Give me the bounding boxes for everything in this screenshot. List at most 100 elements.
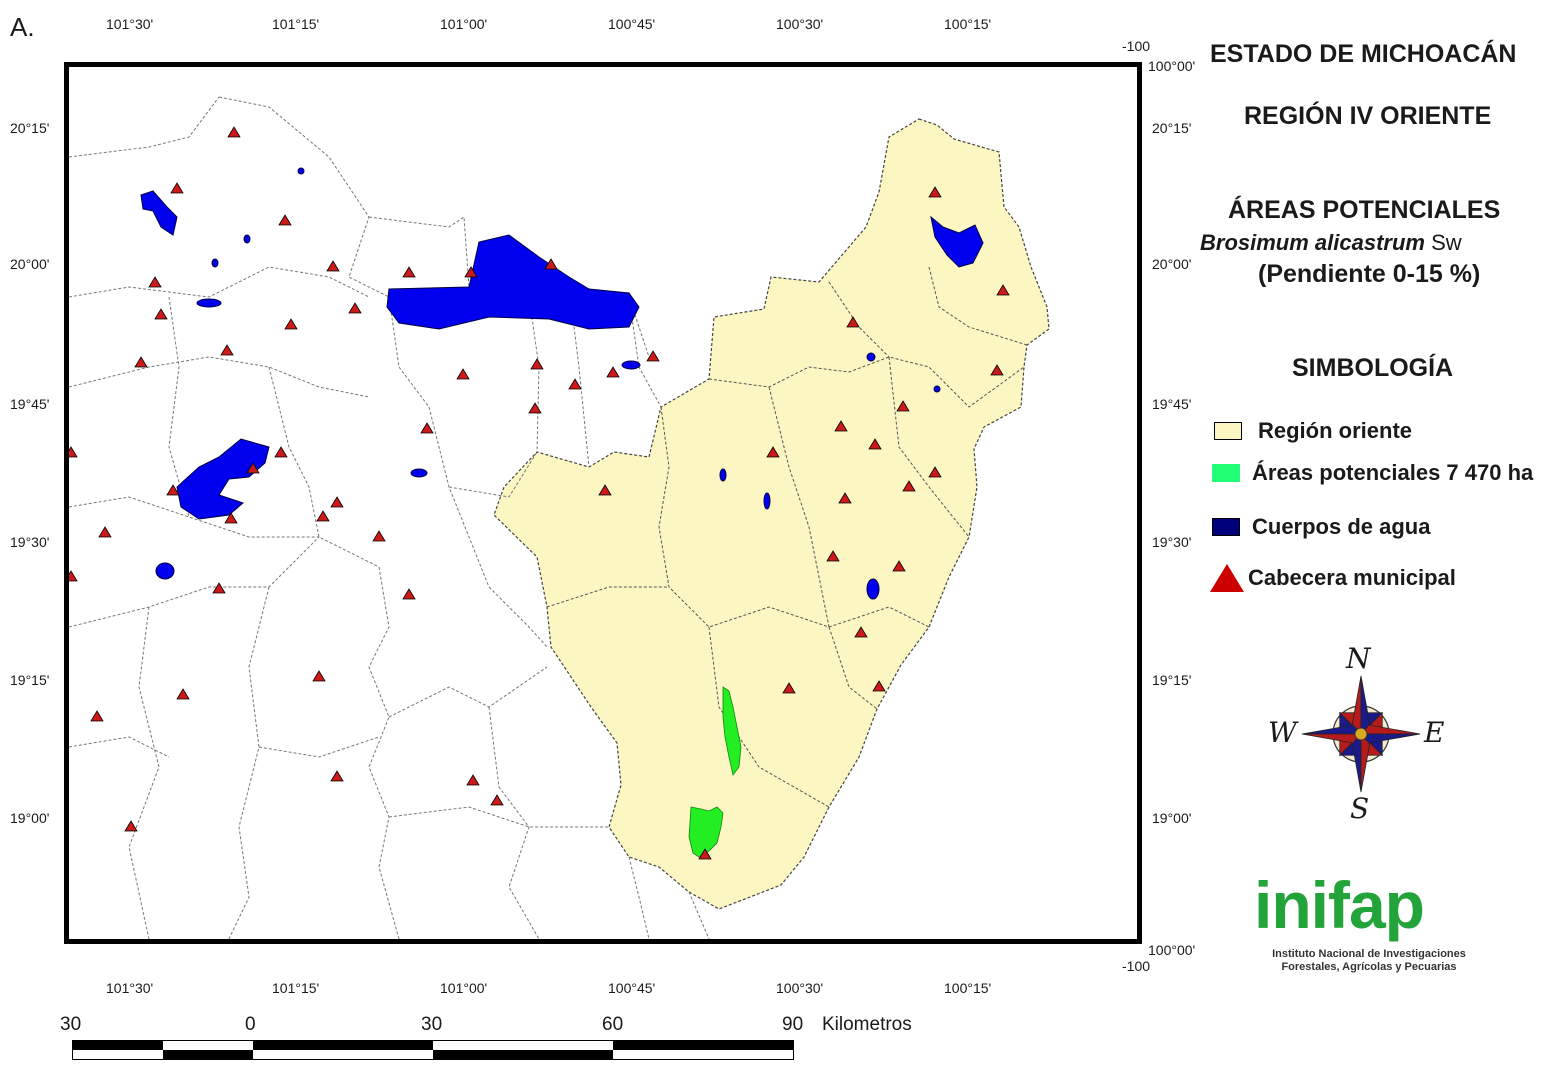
inifap-logo: inifap Instituto Nacional de Investigaci… bbox=[1254, 872, 1484, 974]
seat-marker bbox=[98, 526, 112, 538]
seat-marker bbox=[246, 462, 260, 474]
title-potential-areas: ÁREAS POTENCIALES bbox=[1228, 196, 1501, 224]
left-lat-label: 19°00' bbox=[10, 810, 50, 826]
legend-item-potential: Áreas potenciales 7 470 ha bbox=[1212, 460, 1533, 486]
seat-marker bbox=[838, 492, 852, 504]
seat-marker bbox=[996, 284, 1010, 296]
seat-marker bbox=[530, 358, 544, 370]
seat-marker bbox=[274, 446, 288, 458]
potential-area-north bbox=[722, 686, 742, 776]
compass-s-label: S bbox=[1350, 792, 1370, 825]
scale-label: 30 bbox=[421, 1014, 443, 1035]
corner-bottom-right-a: 100°00' bbox=[1148, 942, 1196, 958]
seat-marker bbox=[456, 368, 470, 380]
top-lon-label: 100°45' bbox=[608, 16, 656, 32]
corner-top-right-a: -100 bbox=[1122, 38, 1151, 54]
seat-marker bbox=[544, 258, 558, 270]
seat-marker bbox=[134, 356, 148, 368]
seat-marker bbox=[854, 626, 868, 638]
seat-marker bbox=[826, 550, 840, 562]
compass-e-label: E bbox=[1424, 716, 1445, 749]
legend-item-region: Región oriente bbox=[1214, 418, 1412, 444]
left-lat-label: 19°30' bbox=[10, 534, 50, 550]
right-lat-label: 20°15' bbox=[1152, 120, 1192, 136]
water-body-small bbox=[155, 562, 175, 580]
seat-marker bbox=[490, 794, 504, 806]
water-body-small bbox=[933, 385, 941, 393]
seat-marker bbox=[928, 186, 942, 198]
logo-subtitle-2: Forestales, Agrícolas y Pecuarias bbox=[1281, 961, 1457, 973]
scale-segment bbox=[73, 1041, 163, 1050]
seat-marker bbox=[928, 466, 942, 478]
species-author: Sw bbox=[1424, 230, 1462, 255]
legend-label: Áreas potenciales 7 470 ha bbox=[1252, 460, 1534, 485]
title-region: REGIÓN IV ORIENTE bbox=[1244, 102, 1492, 130]
seat-marker bbox=[782, 682, 796, 694]
seat-marker bbox=[846, 316, 860, 328]
left-lat-label: 20°15' bbox=[10, 120, 50, 136]
seat-marker bbox=[464, 266, 478, 278]
seat-marker bbox=[402, 588, 416, 600]
right-lat-label: 19°00' bbox=[1152, 810, 1192, 826]
water-body-cuitzeo bbox=[386, 234, 640, 330]
right-lat-label: 19°45' bbox=[1152, 396, 1192, 412]
bottom-lon-label: 101°30' bbox=[106, 980, 154, 996]
scale-label: 30 bbox=[60, 1014, 82, 1035]
title-species: Brosimum alicastrum Sw bbox=[1200, 230, 1462, 256]
legend-label: Cuerpos de agua bbox=[1252, 514, 1431, 539]
water-body-small bbox=[719, 468, 727, 482]
seat-marker bbox=[124, 820, 138, 832]
scale-segment bbox=[163, 1050, 253, 1059]
right-lat-label: 20°00' bbox=[1152, 256, 1192, 272]
corner-bottom-right-b: -100 bbox=[1122, 958, 1151, 974]
potential-area-south bbox=[688, 806, 724, 858]
seat-marker bbox=[170, 182, 184, 194]
water-body-small bbox=[410, 468, 428, 478]
seat-marker bbox=[224, 512, 238, 524]
legend-item-seat: Cabecera municipal bbox=[1210, 564, 1456, 592]
seat-marker bbox=[330, 770, 344, 782]
seat-marker bbox=[568, 378, 582, 390]
legend-heading: SIMBOLOGÍA bbox=[1292, 354, 1454, 382]
legend-swatch-water bbox=[1212, 518, 1240, 536]
seat-marker bbox=[834, 420, 848, 432]
seat-marker bbox=[330, 496, 344, 508]
right-lat-label: 19°15' bbox=[1152, 672, 1192, 688]
bottom-lon-label: 101°15' bbox=[272, 980, 320, 996]
legend-item-water: Cuerpos de agua bbox=[1212, 514, 1430, 540]
seat-marker bbox=[646, 350, 660, 362]
top-lon-label: 100°15' bbox=[944, 16, 992, 32]
seat-marker bbox=[220, 344, 234, 356]
legend-label: Región oriente bbox=[1258, 418, 1413, 443]
potential-areas bbox=[688, 686, 742, 858]
seat-marker bbox=[902, 480, 916, 492]
top-lon-label: 101°15' bbox=[272, 16, 320, 32]
water-body-small bbox=[211, 258, 219, 268]
seat-marker bbox=[606, 366, 620, 378]
legend-swatch-potential bbox=[1212, 464, 1240, 482]
compass-w-label: W bbox=[1268, 716, 1297, 749]
left-lat-label: 20°00' bbox=[10, 256, 50, 272]
seat-marker bbox=[284, 318, 298, 330]
water-body-small bbox=[763, 492, 771, 510]
title-state: ESTADO DE MICHOACÁN bbox=[1210, 40, 1517, 68]
map-canvas bbox=[69, 96, 1050, 939]
seat-marker bbox=[212, 582, 226, 594]
water-body-small bbox=[243, 234, 251, 244]
seat-marker bbox=[868, 438, 882, 450]
title-slope: (Pendiente 0-15 %) bbox=[1258, 260, 1481, 288]
top-lon-label: 100°30' bbox=[776, 16, 824, 32]
scale-unit: Kilometros bbox=[822, 1014, 912, 1035]
bottom-lon-label: 100°45' bbox=[608, 980, 656, 996]
water-body-ne bbox=[930, 215, 984, 268]
legend-triangle-icon bbox=[1210, 564, 1244, 592]
water-bodies bbox=[140, 167, 984, 600]
logo-name: inifap bbox=[1254, 868, 1425, 942]
compass-n-label: N bbox=[1346, 642, 1371, 675]
seat-marker bbox=[892, 560, 906, 572]
scale-segment bbox=[613, 1041, 793, 1050]
seat-marker bbox=[420, 422, 434, 434]
water-body-small bbox=[297, 167, 305, 175]
seat-marker bbox=[326, 260, 340, 272]
scale-label: 60 bbox=[602, 1014, 624, 1035]
